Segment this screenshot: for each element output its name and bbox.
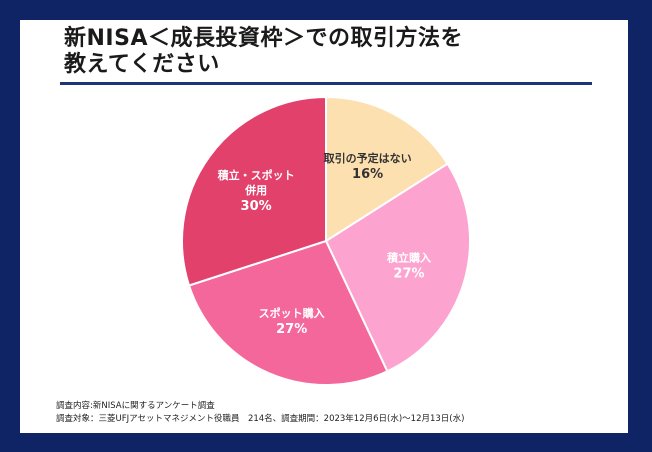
chart-title-line2: 教えてください <box>64 52 220 77</box>
pie-label-3-line-0: 積立・スポット <box>217 168 295 182</box>
pie-slice-3 <box>181 95 327 287</box>
survey-footnote: 調査内容:新NISAに関するアンケート調査 調査対象：三菱UFJアセットマネジメ… <box>56 400 464 426</box>
chart-title: 新NISA＜成長投資枠＞での取引方法を 教えてください <box>64 26 584 78</box>
pie-label-3-line-1: 併用 <box>244 183 267 197</box>
pie-label-1-line-0: 積立購入 <box>386 251 431 265</box>
pie-label-group-2: スポット購入 27% <box>259 306 325 337</box>
footnote-survey-content: 調査内容:新NISAに関するアンケート調査 <box>56 401 215 411</box>
pie-label-0-line-0: 取引の予定はない <box>324 151 412 165</box>
pie-value-label-0: 16% <box>352 167 383 182</box>
pie-slice-0 <box>325 95 449 243</box>
pie-label-group-1: 積立購入 27% <box>386 251 431 282</box>
pie-value-label-3: 30% <box>241 199 272 214</box>
footnote-survey-target: 調査対象：三菱UFJアセットマネジメント役職員 214名、調査期間：2023年1… <box>56 414 465 424</box>
pie-slice-2 <box>187 239 389 386</box>
pie-value-label-1: 27% <box>393 267 424 282</box>
title-underline <box>60 82 592 85</box>
chart-card: 新NISA＜成長投資枠＞での取引方法を 教えてください 取引の予定はない 16% 積… <box>20 20 628 433</box>
pie-value-label-2: 27% <box>276 322 307 337</box>
pie-label-2-line-0: スポット購入 <box>259 306 325 320</box>
pie-label-group-0: 取引の予定はない 16% <box>324 151 412 182</box>
pie-slice-1 <box>324 162 471 373</box>
chart-title-line1: 新NISA＜成長投資枠＞での取引方法を <box>64 26 463 51</box>
